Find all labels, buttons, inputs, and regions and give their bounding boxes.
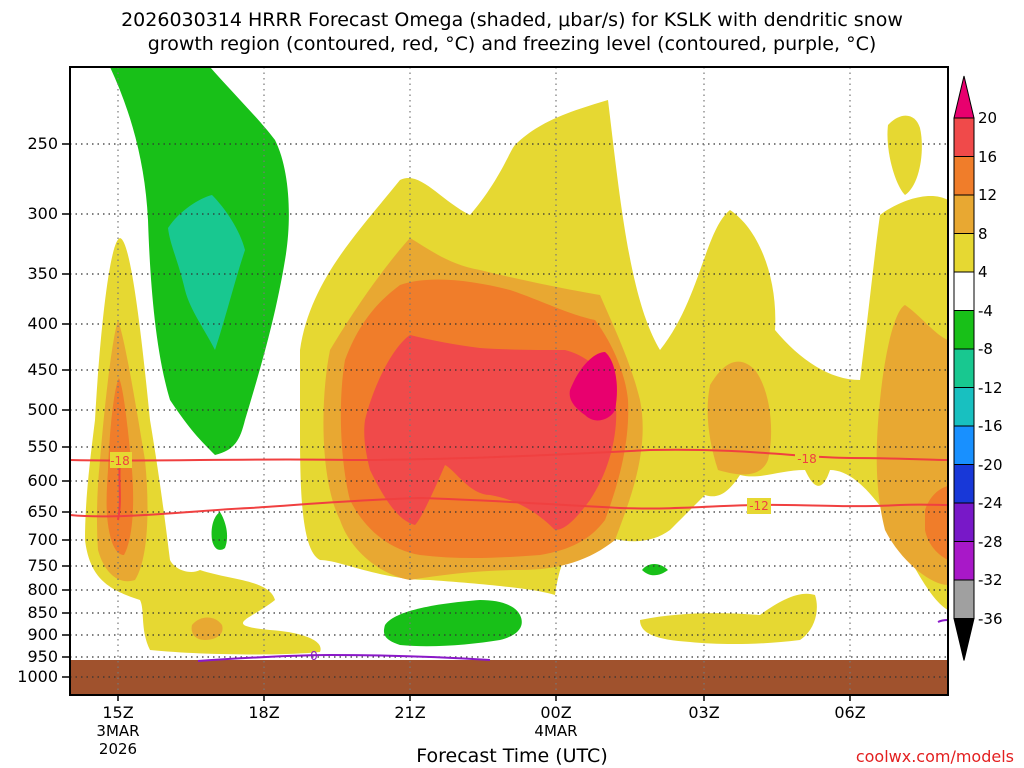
x-axis-ticks (117, 695, 851, 701)
y-tick-label: 700 (27, 530, 58, 549)
x-axis-title: Forecast Time (UTC) (416, 745, 608, 767)
colorbar-swatch (953, 271, 975, 311)
colorbar-top-arrow (953, 75, 975, 119)
y-tick-label: 850 (27, 603, 58, 622)
colorbar-swatch (953, 387, 975, 427)
omega-region-teal (168, 195, 245, 350)
contour-label-text-zero: 0 (310, 649, 318, 663)
colorbar-tick-label: -12 (978, 378, 1003, 397)
contour-label-text-minus-18-right: -18 (797, 452, 817, 466)
contour-line-minus-12 (69, 496, 949, 518)
colorbar-tick-label: -4 (978, 301, 993, 320)
colorbar-swatch (953, 425, 975, 465)
colorbar-tick-label: -32 (978, 571, 1003, 589)
omega-region-magenta (569, 352, 617, 421)
x-tick-label: 06Z (834, 703, 866, 722)
y-tick-label: 1000 (17, 667, 58, 686)
y-tick-label: 800 (27, 580, 58, 599)
colorbar-swatch (953, 541, 975, 581)
surface-terrain (70, 660, 948, 695)
y-tick-label: 950 (27, 647, 58, 666)
colorbar-tick-label: -8 (978, 340, 993, 358)
colorbar-tick-label: 12 (978, 186, 998, 204)
colorbar-swatch (953, 579, 975, 619)
omega-region-red (364, 335, 617, 530)
contour-line-freezing-level (197, 653, 491, 662)
colorbar-tick-label: -20 (978, 455, 1003, 474)
x-tick-label: 21Z (394, 703, 426, 722)
y-tick-label: 900 (27, 625, 58, 644)
contour-label-zero: 0 (310, 649, 318, 663)
colorbar-tick-label: -24 (978, 494, 1003, 512)
x-tick-label: 03Z (688, 703, 720, 722)
y-tick-label: 650 (27, 502, 58, 521)
y-tick-label: 400 (27, 314, 58, 333)
colorbar-swatch (953, 464, 975, 504)
y-tick-label: 750 (27, 556, 58, 575)
contour-label-minus-12: -12 (747, 498, 771, 514)
colorbar-swatch (953, 117, 975, 157)
y-tick-label: 600 (27, 471, 58, 490)
contour-label-text-minus-18-left: -18 (110, 454, 130, 468)
chart-title-line-1: 2026030314 HRRR Forecast Omega (shaded, … (121, 9, 903, 31)
omega-region-yellow-bottom-right (640, 593, 817, 645)
y-tick-label: 450 (27, 360, 58, 379)
colorbar-tick-label: -16 (978, 417, 1003, 435)
y-tick-label: 550 (27, 437, 58, 456)
credit-link[interactable]: coolwx.com/models (855, 747, 1014, 766)
omega-region-green-small-a (211, 512, 228, 550)
gridlines (70, 67, 948, 695)
x-tick-label: 18Z (248, 703, 280, 722)
colorbar-tick-label: 20 (978, 109, 998, 127)
colorbar-swatch (953, 310, 975, 350)
contour-label-text-minus-12: -12 (749, 499, 769, 513)
y-tick-label: 250 (27, 134, 58, 153)
y-axis-ticks (62, 143, 70, 678)
omega-region-green-bottom (383, 600, 522, 647)
contour-line-minus-18 (69, 448, 949, 462)
colorbar-tick-label: 16 (978, 147, 998, 166)
chart-title-line-2: growth region (contoured, red, °C) and f… (147, 33, 877, 55)
y-tick-label: 300 (27, 204, 58, 223)
colorbar (953, 75, 975, 661)
plot-border (69, 66, 949, 696)
omega-region-green-small-b (642, 564, 668, 576)
contour-label-minus-18-right: -18 (795, 451, 819, 467)
x-tick-label: 00Z (540, 703, 572, 722)
colorbar-tick-label: 4 (978, 263, 988, 281)
colorbar-bottom-arrow (953, 618, 975, 661)
colorbar-tick-label: -36 (978, 609, 1003, 628)
colorbar-tick-label: -28 (978, 532, 1003, 551)
contour-lines: -18 -18 -12 0 (69, 448, 949, 663)
colorbar-swatch (953, 348, 975, 388)
colorbar-swatch (953, 502, 975, 542)
omega-region-yellow-top-right (887, 115, 922, 195)
x-date-label: 3MAR (96, 722, 140, 740)
colorbar-swatch (953, 233, 975, 273)
omega-region-gold-mid-right (707, 361, 772, 475)
contour-label-minus-18-left: -18 (110, 452, 132, 468)
colorbar-swatch (953, 156, 975, 196)
y-tick-label: 500 (27, 400, 58, 419)
colorbar-tick-label: 8 (978, 224, 988, 243)
omega-region-gold-small (191, 617, 223, 640)
y-tick-label: 350 (27, 264, 58, 283)
x-tick-label: 15Z (102, 703, 134, 722)
x-date-label: 4MAR (534, 722, 578, 740)
x-date-label: 2026 (98, 740, 138, 758)
colorbar-swatch (953, 194, 975, 234)
